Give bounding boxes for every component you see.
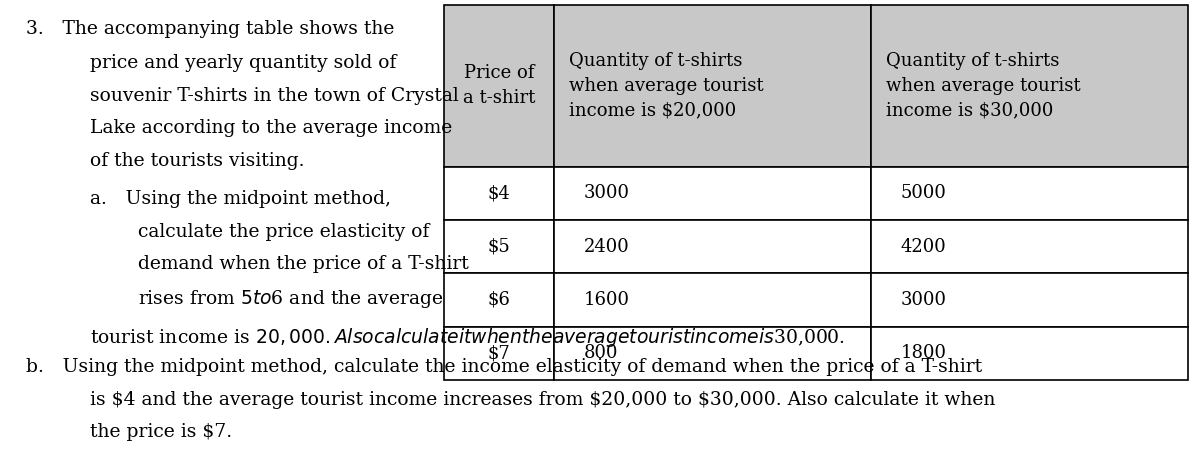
Text: 3000: 3000 <box>901 291 947 309</box>
Text: $4: $4 <box>487 184 510 202</box>
Text: Quantity of t-shirts
when average tourist
income is $20,000: Quantity of t-shirts when average touris… <box>569 52 763 120</box>
Bar <box>554 167 871 220</box>
Text: 3. The accompanying table shows the: 3. The accompanying table shows the <box>26 20 395 38</box>
Text: price and yearly quantity sold of: price and yearly quantity sold of <box>90 54 396 72</box>
Bar <box>554 220 871 273</box>
Bar <box>871 327 1188 380</box>
Text: b. Using the midpoint method, calculate the income elasticity of demand when the: b. Using the midpoint method, calculate … <box>26 358 983 376</box>
Bar <box>871 5 1188 167</box>
Text: 1800: 1800 <box>901 344 947 362</box>
Bar <box>554 5 871 167</box>
Text: souvenir T-shirts in the town of Crystal: souvenir T-shirts in the town of Crystal <box>90 87 458 105</box>
Bar <box>444 273 554 327</box>
Text: 1600: 1600 <box>584 291 630 309</box>
Bar <box>444 327 554 380</box>
Bar <box>871 167 1188 220</box>
Text: rises from $5 to $6 and the average: rises from $5 to $6 and the average <box>138 288 444 310</box>
Text: of the tourists visiting.: of the tourists visiting. <box>90 152 305 170</box>
Text: 2400: 2400 <box>584 238 630 256</box>
Text: 4200: 4200 <box>901 238 947 256</box>
Text: demand when the price of a T-shirt: demand when the price of a T-shirt <box>138 255 469 273</box>
Text: a. Using the midpoint method,: a. Using the midpoint method, <box>90 190 391 208</box>
Text: is $4 and the average tourist income increases from $20,000 to $30,000. Also cal: is $4 and the average tourist income inc… <box>90 391 995 409</box>
Text: $5: $5 <box>487 238 510 256</box>
Bar <box>444 5 554 167</box>
Text: $6: $6 <box>487 291 510 309</box>
Bar <box>554 273 871 327</box>
Bar <box>871 273 1188 327</box>
Text: 3000: 3000 <box>584 184 630 202</box>
Text: 800: 800 <box>584 344 618 362</box>
Text: the price is $7.: the price is $7. <box>90 423 232 441</box>
Text: Lake according to the average income: Lake according to the average income <box>90 119 452 137</box>
Bar <box>871 220 1188 273</box>
Text: calculate the price elasticity of: calculate the price elasticity of <box>138 223 430 241</box>
Text: 5000: 5000 <box>901 184 947 202</box>
Bar <box>444 167 554 220</box>
Text: tourist income is $20,000. Also calculate it when the average tourist income is : tourist income is $20,000. Also calculat… <box>90 326 845 349</box>
Bar <box>444 220 554 273</box>
Text: $7: $7 <box>487 344 510 362</box>
Text: Price of
a t-shirt: Price of a t-shirt <box>463 64 535 107</box>
Bar <box>554 327 871 380</box>
Text: Quantity of t-shirts
when average tourist
income is $30,000: Quantity of t-shirts when average touris… <box>886 52 1080 120</box>
